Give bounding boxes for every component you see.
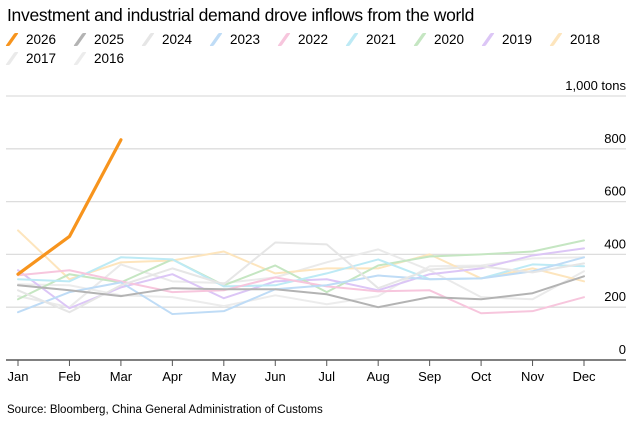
legend-item-2023: 2023 xyxy=(209,32,261,47)
legend-item-2018: 2018 xyxy=(549,32,601,47)
y-tick-label: 400 xyxy=(604,236,626,251)
x-tick-label: Mar xyxy=(110,369,133,384)
x-tick-label: Jul xyxy=(318,369,335,384)
source-note: Source: Bloomberg, China General Adminis… xyxy=(7,404,323,416)
legend-item-2025: 2025 xyxy=(73,32,125,47)
chart-title: Investment and industrial demand drove i… xyxy=(7,5,475,25)
x-tick-label: Apr xyxy=(162,369,183,384)
legend-label: 2026 xyxy=(26,32,57,47)
y-tick-label: 600 xyxy=(604,184,626,199)
x-tick-label: Dec xyxy=(572,369,596,384)
series-line-2024 xyxy=(17,241,585,314)
legend-item-2016: 2016 xyxy=(73,51,125,66)
x-tick-label: Sep xyxy=(418,369,441,384)
legend-label: 2018 xyxy=(570,32,601,47)
legend-label: 2019 xyxy=(502,32,533,47)
y-axis-unit-label: 1,000 tons xyxy=(565,78,626,93)
legend-item-2022: 2022 xyxy=(277,32,329,47)
x-tick-label: Feb xyxy=(58,369,80,384)
y-tick-label: 200 xyxy=(604,289,626,304)
y-tick-label: 800 xyxy=(604,131,626,146)
series-line-2016 xyxy=(17,256,585,308)
series-line-2025 xyxy=(17,275,585,309)
series-line-2023 xyxy=(17,256,585,316)
x-tick-label: May xyxy=(212,369,237,384)
x-tick-label: Nov xyxy=(521,369,545,384)
series-line-2022 xyxy=(17,269,585,315)
legend-label: 2017 xyxy=(26,51,57,66)
legend-label: 2025 xyxy=(94,32,125,47)
x-tick-label: Oct xyxy=(471,369,492,384)
legend-label: 2021 xyxy=(366,32,397,47)
legend-item-2026: 2026 xyxy=(5,32,57,47)
y-tick-label: 0 xyxy=(619,342,626,357)
legend-item-2017: 2017 xyxy=(5,51,57,66)
series-line-2026 xyxy=(16,138,123,276)
legend-item-2021: 2021 xyxy=(345,32,397,47)
series-line-2021 xyxy=(17,256,585,288)
legend-label: 2023 xyxy=(230,32,261,47)
legend-label: 2016 xyxy=(94,51,125,66)
legend-item-2024: 2024 xyxy=(141,32,193,47)
x-tick-label: Aug xyxy=(367,369,390,384)
legend-label: 2020 xyxy=(434,32,465,47)
legend-item-2020: 2020 xyxy=(413,32,465,47)
legend-label: 2024 xyxy=(162,32,193,47)
x-tick-label: Jan xyxy=(8,369,29,384)
x-tick-label: Jun xyxy=(265,369,286,384)
legend-item-2019: 2019 xyxy=(481,32,533,47)
legend-label: 2022 xyxy=(298,32,329,47)
